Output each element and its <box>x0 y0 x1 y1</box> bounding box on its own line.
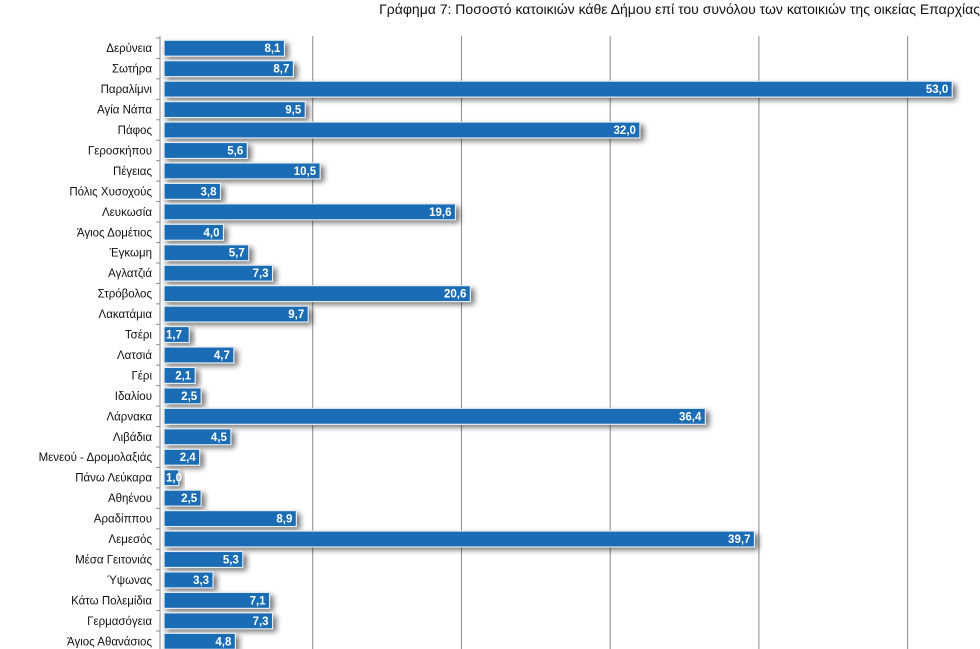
bar <box>163 100 306 119</box>
value-label: 36,4 <box>679 411 702 423</box>
value-label: 1,7 <box>166 330 182 342</box>
bar <box>163 632 236 649</box>
value-label: 4,8 <box>215 636 232 648</box>
bar <box>163 407 706 425</box>
value-label: 3,8 <box>201 186 218 198</box>
bar <box>163 305 309 323</box>
category-label: Αγία Νάπα <box>97 105 152 117</box>
bar <box>163 612 274 630</box>
bar <box>163 285 471 303</box>
category-label: Κάτω Πολεμίδια <box>71 595 152 607</box>
value-label: 7,3 <box>253 268 269 280</box>
bar <box>163 60 294 78</box>
bar <box>163 591 271 609</box>
category-label: Λακατάμια <box>99 309 153 321</box>
value-label: 20,6 <box>444 289 466 301</box>
category-label: Άγιος Αθανάσιος <box>67 636 152 648</box>
category-label: Σωτήρα <box>112 64 152 76</box>
bar <box>163 387 202 405</box>
category-label: Λιβάδια <box>113 432 152 444</box>
bar <box>163 244 250 262</box>
y-axis <box>156 36 161 649</box>
category-label: Γεροσκήπου <box>88 145 152 157</box>
bar <box>163 448 201 466</box>
value-label: 2,4 <box>180 452 197 464</box>
category-label: Πέγειας <box>113 166 153 178</box>
value-label: 10,5 <box>294 166 317 178</box>
category-label: Άγιος Δομέτιος <box>77 227 153 239</box>
category-label: Στρόβολος <box>98 289 153 301</box>
bar <box>163 571 214 589</box>
category-label: Ιδαλίου <box>115 391 152 403</box>
bar <box>163 182 222 200</box>
value-label: 5,7 <box>229 248 245 260</box>
value-label: 9,5 <box>285 105 302 117</box>
value-label: 4,5 <box>211 432 228 444</box>
value-label: 8,7 <box>273 64 289 76</box>
category-label: Τσέρι <box>125 330 153 342</box>
category-label: Λεμεσός <box>108 534 152 546</box>
category-labels: Δερύνεια Σωτήρα Παραλίμνι Αγία Νάπα Πάφος Γερ… <box>39 43 153 648</box>
category-label: Δερύνεια <box>106 43 152 55</box>
bar <box>163 264 274 282</box>
bar <box>163 223 225 241</box>
category-label: Πάνω Λεύκαρα <box>75 473 152 485</box>
bar <box>163 162 321 180</box>
value-label: 8,9 <box>276 514 292 526</box>
value-label: 3,3 <box>193 575 209 587</box>
category-label: Γερμασόγεια <box>87 616 152 628</box>
category-label: Λατσιά <box>117 350 152 362</box>
bar <box>163 530 756 548</box>
bar <box>163 80 953 98</box>
bar <box>163 366 196 385</box>
category-label: Έγκωμη <box>109 248 152 260</box>
value-label: 7,3 <box>253 616 269 628</box>
category-label: Αραδίππου <box>94 514 152 526</box>
category-label: Λάρνακα <box>106 411 152 423</box>
bar <box>163 489 202 507</box>
category-label: Λευκωσία <box>102 207 152 219</box>
category-label: Πάφος <box>118 125 153 137</box>
category-label: Πόλις Χυσοχούς <box>69 186 152 198</box>
value-label: 1,0 <box>166 473 182 485</box>
category-label: Μενεού - Δρομολαξιάς <box>39 452 153 464</box>
value-label: 5,3 <box>223 554 239 566</box>
bar <box>163 39 286 57</box>
value-label: 19,6 <box>429 207 451 219</box>
value-label: 39,7 <box>728 534 750 546</box>
value-label: 2,5 <box>181 493 198 505</box>
value-label: 2,5 <box>181 391 198 403</box>
bars: 8,1 8,7 53,0 9,5 32,0 5,6 10,5 3,8 19,6 4,0 5,7 7,3… <box>163 39 957 649</box>
category-label: Αγλατζιά <box>108 268 152 280</box>
value-label: 8,1 <box>264 43 281 55</box>
value-label: 4,0 <box>203 227 219 239</box>
bar <box>163 469 180 487</box>
value-label: 4,7 <box>214 350 230 362</box>
bar <box>163 346 235 364</box>
bar <box>163 121 641 139</box>
bar <box>163 203 457 221</box>
category-label: Αθηένου <box>108 493 152 505</box>
value-label: 5,6 <box>227 145 243 157</box>
category-label: Ύψωνας <box>107 575 152 587</box>
category-label: Γέρι <box>131 370 152 382</box>
chart-title: Γράφημα 7: Ποσοστό κατοικιών κάθε Δήμου … <box>379 1 980 17</box>
value-label: 7,1 <box>250 595 267 607</box>
value-label: 32,0 <box>614 125 636 137</box>
value-label: 2,1 <box>175 370 192 382</box>
category-label: Παραλίμνι <box>101 84 153 96</box>
bar <box>163 509 297 528</box>
bar <box>163 325 190 344</box>
value-label: 53,0 <box>926 84 948 96</box>
category-label: Μέσα Γειτονιάς <box>75 554 152 566</box>
bar <box>163 141 248 160</box>
bar <box>163 428 232 446</box>
value-label: 9,7 <box>288 309 304 321</box>
bar <box>163 550 244 569</box>
